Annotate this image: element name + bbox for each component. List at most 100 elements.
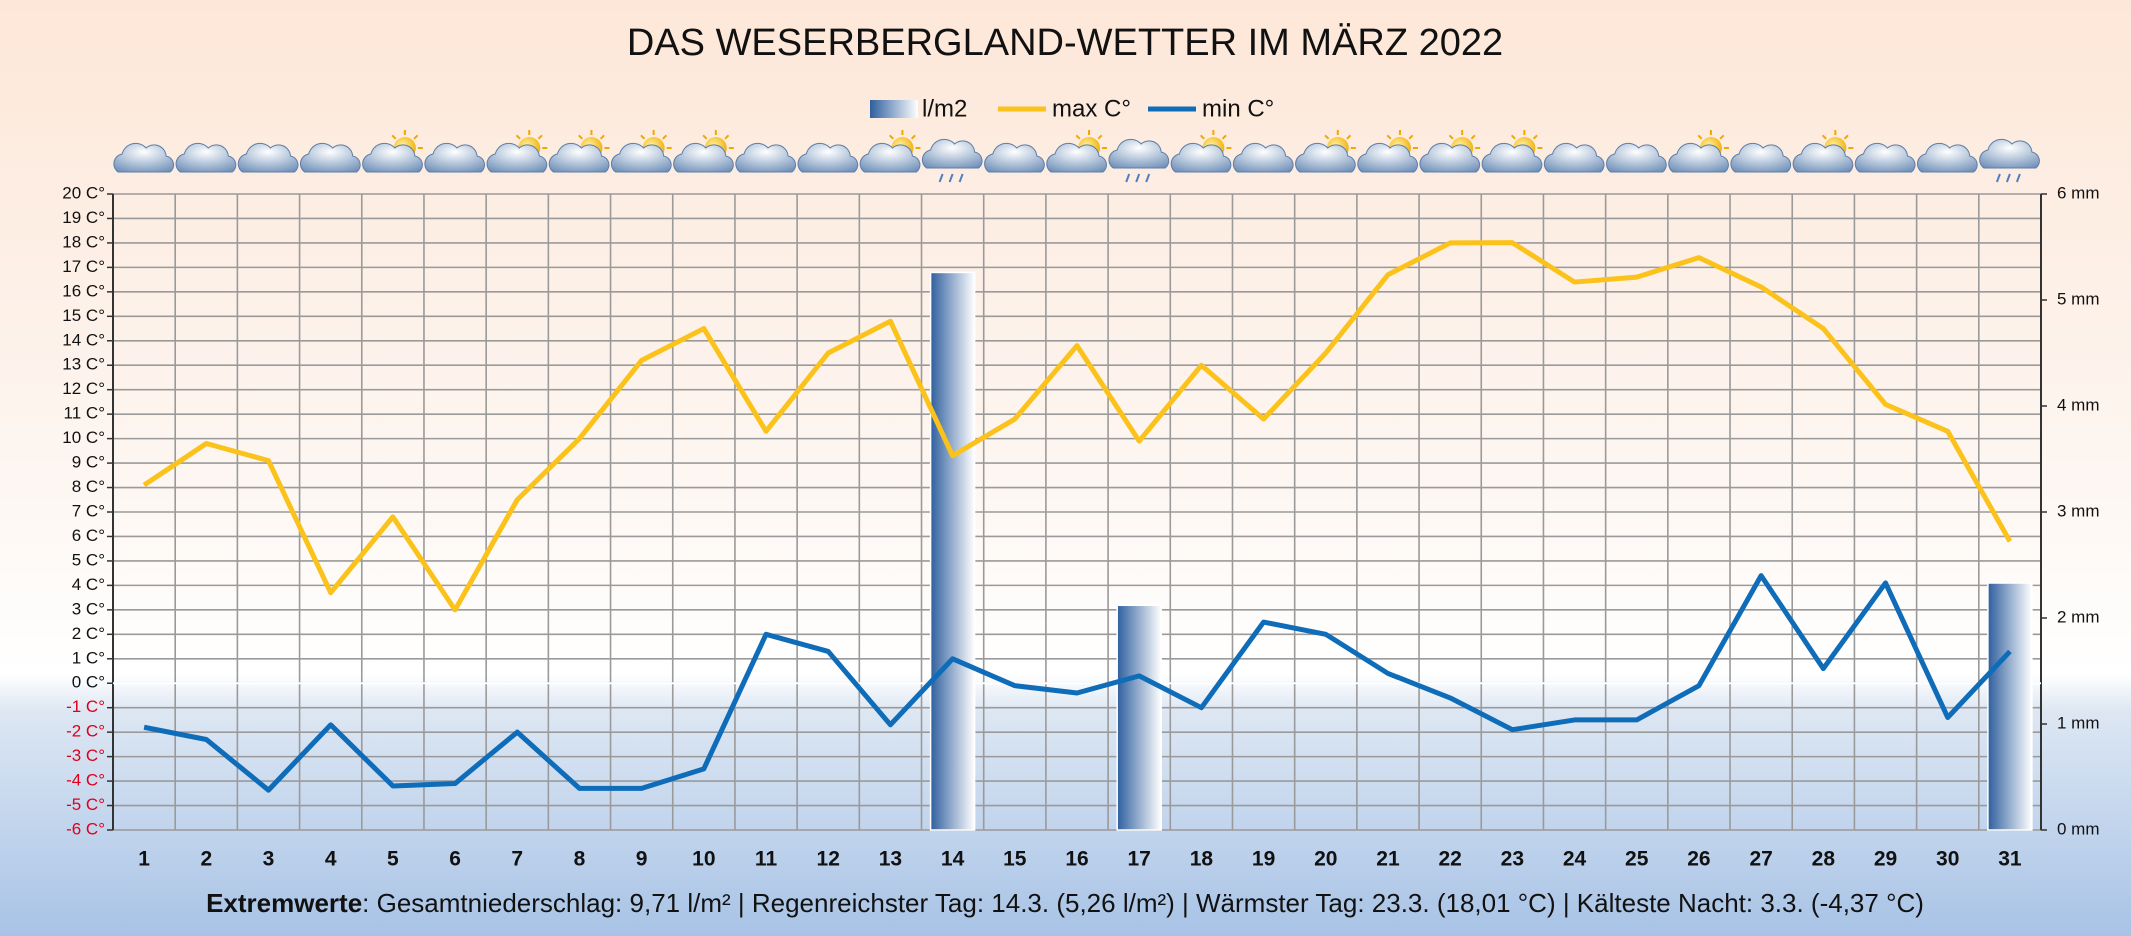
cloud [362, 142, 423, 173]
sun-ray [1510, 134, 1516, 140]
cloud [1170, 142, 1232, 173]
sun-ray [1470, 134, 1476, 140]
x-tick-label: 26 [1687, 848, 1710, 871]
cloud [1854, 142, 1916, 173]
y-tick-label: 8 C° [72, 477, 105, 496]
sun-ray [578, 134, 583, 140]
x-tick-label: 3 [263, 848, 275, 871]
cloud [797, 142, 859, 173]
sun-ray [537, 134, 543, 140]
sun-ray [1097, 134, 1103, 140]
cloud [175, 142, 237, 173]
sun-ray [1199, 134, 1205, 140]
x-tick-label: 20 [1314, 848, 1337, 871]
sun-ray [1532, 134, 1538, 140]
footer: Extremwerte: Gesamtniederschlag: 9,71 l/… [206, 888, 1924, 918]
y-tick-label: 14 C° [62, 330, 105, 349]
sun-ray [1448, 134, 1454, 140]
y-tick-label: 20 C° [62, 183, 105, 202]
x-tick-label: 2 [200, 848, 212, 871]
x-tick-label: 14 [941, 848, 965, 871]
y-tick-label: 1 C° [72, 648, 105, 667]
y2-tick-label: 4 mm [2057, 395, 2100, 414]
y-tick-label: -6 C° [66, 819, 105, 838]
cloud [424, 142, 486, 173]
y-tick-label: 11 C° [64, 404, 105, 423]
y2-tick-label: 3 mm [2057, 501, 2100, 520]
cloud [1419, 142, 1481, 173]
y2-tick-label: 0 mm [2057, 819, 2100, 838]
footer-text: : Gesamtniederschlag: 9,71 l/m² | Regenr… [362, 888, 1924, 918]
cloud [1606, 142, 1667, 173]
footer-label: Extremwerte [206, 888, 362, 918]
x-tick-label: 25 [1625, 848, 1649, 871]
sun-ray [391, 134, 397, 140]
cloud [113, 142, 175, 173]
rain-drop [958, 173, 964, 183]
legend-label: min C° [1202, 95, 1274, 122]
cloud [1792, 142, 1854, 173]
temperature-line [142, 240, 2013, 613]
y-tick-label: 16 C° [62, 281, 105, 300]
y-tick-label: 7 C° [72, 501, 105, 520]
x-tick-label: 28 [1812, 848, 1836, 871]
sun-ray [1386, 134, 1392, 140]
y-tick-label: 12 C° [62, 379, 105, 398]
sun-ray [888, 134, 894, 140]
x-tick-label: 24 [1563, 848, 1587, 871]
cloud [1232, 142, 1294, 173]
cloud [299, 142, 361, 173]
y2-tick-label: 6 mm [2057, 183, 2100, 202]
y-tick-label: -3 C° [66, 746, 105, 765]
x-tick-label: 21 [1376, 848, 1400, 871]
x-tick-label: 27 [1749, 848, 1772, 871]
sun-ray [1697, 134, 1703, 140]
y-tick-label: 18 C° [62, 232, 105, 251]
sun-ray [662, 134, 668, 140]
sun-ray [1408, 134, 1414, 140]
y-tick-label: -2 C° [66, 722, 105, 741]
y2-tick-label: 1 mm [2057, 713, 2100, 732]
x-tick-label: 8 [574, 848, 586, 871]
x-tick-label: 4 [325, 848, 337, 871]
sun-ray [1075, 134, 1081, 140]
x-tick-label: 5 [387, 848, 399, 871]
x-tick-label: 31 [1998, 848, 2022, 871]
cloud [984, 142, 1045, 173]
precip-bar [1987, 582, 2033, 831]
cloud [1481, 142, 1543, 173]
cloud [548, 142, 610, 173]
y2-tick-label: 2 mm [2057, 607, 2100, 626]
sun-ray [640, 134, 646, 140]
sun-ray [702, 134, 708, 140]
sun-ray [910, 134, 916, 140]
y-tick-label: 13 C° [62, 355, 105, 374]
y-tick-label: -4 C° [66, 771, 105, 790]
x-tick-label: 15 [1003, 848, 1027, 871]
x-tick-label: 7 [511, 848, 523, 871]
sun-ray [1821, 134, 1827, 140]
x-tick-label: 13 [879, 848, 902, 871]
precip-bar [929, 271, 976, 831]
cloud [921, 138, 983, 169]
y-tick-label: -1 C° [66, 697, 105, 716]
y-tick-label: 2 C° [72, 624, 105, 643]
rain-drop [2015, 173, 2021, 183]
rain-drop [1135, 173, 1141, 183]
y-tick-label: 19 C° [62, 208, 105, 227]
chart-title: DAS WESERBERGLAND-WETTER IM MÄRZ 2022 [627, 22, 1503, 64]
cloud [1668, 142, 1729, 173]
rain-drop [1125, 173, 1131, 183]
x-tick-label: 11 [755, 848, 778, 871]
cloud [1979, 138, 2040, 169]
y-tick-label: 0 C° [72, 673, 105, 692]
cloud [610, 142, 672, 173]
x-tick-label: 10 [692, 848, 715, 871]
cloud [673, 142, 734, 173]
y-tick-label: 10 C° [62, 428, 105, 447]
cloud [1917, 142, 1978, 173]
sun-ray [515, 134, 521, 140]
x-tick-label: 30 [1936, 848, 1959, 871]
